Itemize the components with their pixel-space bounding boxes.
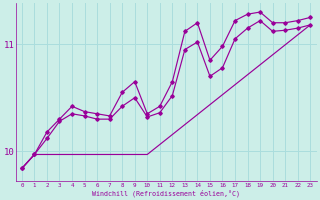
X-axis label: Windchill (Refroidissement éolien,°C): Windchill (Refroidissement éolien,°C) [92, 189, 240, 197]
